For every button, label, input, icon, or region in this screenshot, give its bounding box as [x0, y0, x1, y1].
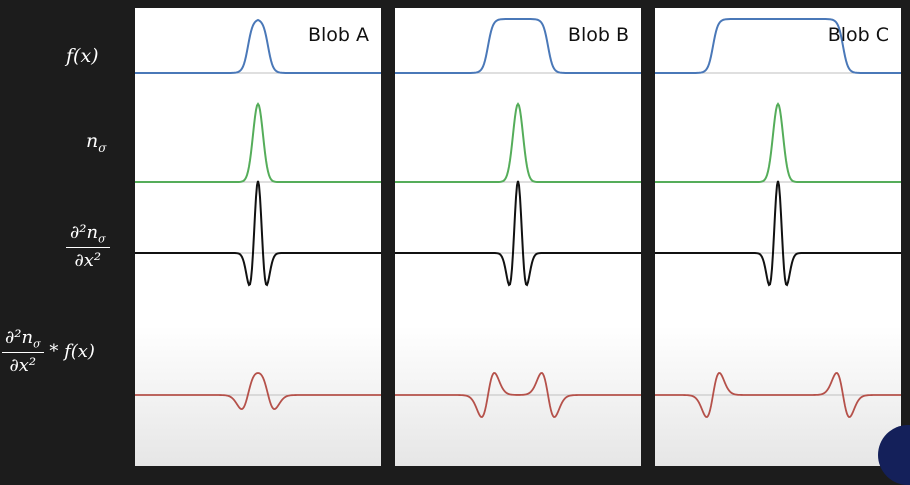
panel-fade	[135, 326, 381, 466]
fx-curve	[135, 18, 381, 74]
panel-fade	[395, 326, 641, 466]
row-label-fx-text: f(x)	[66, 45, 99, 67]
row-label-conv: ∂²nσ ∂x² * f(x)	[2, 327, 95, 376]
d2n-curve	[135, 180, 381, 287]
n-sigma-curve	[395, 102, 641, 183]
conv-tail: * f(x)	[49, 340, 95, 362]
n-sigma-curve	[655, 102, 901, 183]
conv-denominator: ∂x²	[9, 354, 37, 376]
d2n-numerator-sub: σ	[98, 232, 106, 246]
panel-title-blob-c: Blob C	[827, 24, 889, 46]
fx-curve	[395, 18, 641, 74]
fx-curve	[655, 18, 901, 74]
conv-curve	[655, 372, 901, 418]
conv-curve	[135, 372, 381, 410]
n-sigma-symbol: n	[86, 130, 99, 152]
conv-numerator-sub: σ	[33, 337, 41, 351]
row-label-fx: f(x)	[66, 45, 99, 67]
d2n-numerator-text: ∂²n	[70, 222, 99, 243]
n-sigma-subscript: σ	[98, 140, 107, 155]
panel-blob-a: Blob A	[135, 8, 381, 466]
d2n-denominator: ∂x²	[74, 249, 102, 271]
d2n-curve	[655, 180, 901, 287]
conv-fraction-bar	[2, 351, 44, 353]
conv-fraction: ∂²nσ ∂x²	[2, 327, 44, 376]
figure: f(x) nσ ∂²nσ ∂x² ∂²nσ ∂x² * f(x) Blob A …	[2, 8, 910, 485]
panel-title-blob-a: Blob A	[307, 24, 369, 46]
d2n-numerator: ∂²nσ	[66, 222, 110, 246]
conv-curve	[395, 372, 641, 418]
conv-numerator-text: ∂²n	[5, 327, 34, 348]
panel-title-blob-b: Blob B	[567, 24, 629, 46]
panel-blob-b: Blob B	[395, 8, 641, 466]
d2n-fraction-bar	[66, 246, 110, 248]
row-label-d2n: ∂²nσ ∂x²	[66, 222, 110, 271]
n-sigma-curve	[135, 102, 381, 183]
row-label-n-sigma: nσ	[86, 130, 106, 155]
panel-blob-c: Blob C	[655, 8, 901, 466]
conv-numerator: ∂²nσ	[2, 327, 44, 351]
plot-blob-b	[395, 18, 641, 418]
plot-blob-a	[135, 18, 381, 410]
panel-fade	[655, 326, 901, 466]
d2n-curve	[395, 180, 641, 287]
plot-blob-c	[655, 18, 901, 418]
